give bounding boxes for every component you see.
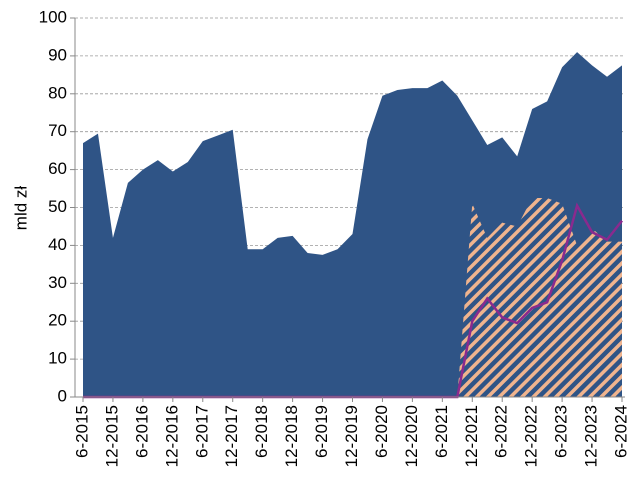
x-tick-label: 12-2022 xyxy=(522,405,541,467)
x-tick-label: 12-2019 xyxy=(342,405,361,467)
y-tick-label: 100 xyxy=(39,7,67,26)
x-tick-label: 12-2023 xyxy=(582,405,601,467)
y-tick-label: 40 xyxy=(48,235,67,254)
x-tick-label: 6-2017 xyxy=(192,405,211,458)
x-tick-label: 6-2023 xyxy=(552,405,571,458)
x-tick-label: 6-2022 xyxy=(492,405,511,458)
x-tick-label: 6-2019 xyxy=(312,405,331,458)
y-tick-label: 20 xyxy=(48,311,67,330)
x-tick-label: 6-2020 xyxy=(372,405,391,458)
x-tick-label: 6-2015 xyxy=(72,405,91,458)
y-tick-label: 70 xyxy=(48,121,67,140)
x-tick-label: 12-2015 xyxy=(102,405,121,467)
x-tick-label: 6-2021 xyxy=(432,405,451,458)
y-tick-label: 50 xyxy=(48,197,67,216)
x-tick-label: 12-2021 xyxy=(462,405,481,467)
y-tick-label: 80 xyxy=(48,83,67,102)
x-tick-label: 12-2016 xyxy=(162,405,181,467)
x-tick-label: 6-2016 xyxy=(132,405,151,458)
y-axis-label: mld zł xyxy=(11,186,30,231)
y-tick-label: 90 xyxy=(48,45,67,64)
x-tick-label: 6-2018 xyxy=(252,405,271,458)
x-tick-label: 6-2024 xyxy=(611,405,630,458)
x-tick-label: 12-2020 xyxy=(402,405,421,467)
hatched-area xyxy=(457,198,622,397)
y-tick-label: 30 xyxy=(48,273,67,292)
y-tick-label: 0 xyxy=(58,386,67,405)
x-tick-label: 12-2017 xyxy=(222,405,241,467)
x-tick-label: 12-2018 xyxy=(282,405,301,467)
y-tick-label: 10 xyxy=(48,349,67,368)
y-tick-label: 60 xyxy=(48,159,67,178)
